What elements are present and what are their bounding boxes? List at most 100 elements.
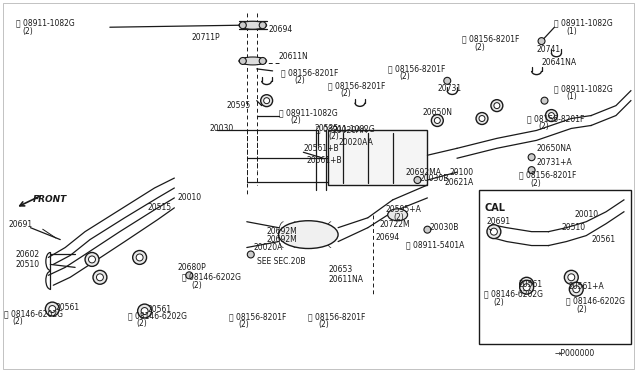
Circle shape bbox=[239, 58, 246, 64]
Text: Ⓑ 08146-6202G: Ⓑ 08146-6202G bbox=[128, 311, 187, 321]
Circle shape bbox=[494, 103, 500, 109]
Text: Ⓑ 08156-8201F: Ⓑ 08156-8201F bbox=[462, 35, 520, 44]
Text: CAL: CAL bbox=[485, 203, 506, 213]
Circle shape bbox=[570, 282, 583, 296]
Text: Ⓝ 08911-1082G: Ⓝ 08911-1082G bbox=[278, 108, 337, 117]
Circle shape bbox=[545, 110, 557, 122]
Text: (2): (2) bbox=[576, 305, 587, 314]
Circle shape bbox=[520, 280, 534, 294]
Text: Ⓑ 08146-6202G: Ⓑ 08146-6202G bbox=[182, 273, 241, 282]
Bar bbox=[328, 131, 428, 185]
Circle shape bbox=[186, 272, 193, 279]
Text: 20692M: 20692M bbox=[267, 227, 298, 236]
Circle shape bbox=[97, 274, 104, 281]
Circle shape bbox=[136, 254, 143, 261]
Text: 20561+B: 20561+B bbox=[303, 144, 339, 153]
Circle shape bbox=[568, 274, 575, 281]
Text: (2): (2) bbox=[239, 320, 250, 330]
Circle shape bbox=[476, 113, 488, 125]
Text: 20010: 20010 bbox=[177, 193, 202, 202]
Text: (2): (2) bbox=[291, 116, 301, 125]
Circle shape bbox=[523, 281, 530, 288]
Text: (2): (2) bbox=[399, 72, 410, 81]
Text: (1): (1) bbox=[566, 27, 577, 36]
Text: Ⓑ 08156-8201F: Ⓑ 08156-8201F bbox=[308, 312, 365, 321]
Text: (1): (1) bbox=[566, 92, 577, 101]
Circle shape bbox=[424, 226, 431, 233]
Text: (2): (2) bbox=[294, 76, 305, 85]
Text: Ⓝ 08911-5401A: Ⓝ 08911-5401A bbox=[406, 240, 464, 249]
Text: Ⓝ 08911-1082G: Ⓝ 08911-1082G bbox=[554, 84, 613, 93]
Text: (2): (2) bbox=[394, 213, 404, 222]
Text: Ⓑ 08156-8201F: Ⓑ 08156-8201F bbox=[388, 64, 445, 73]
Text: SEE SEC.20B: SEE SEC.20B bbox=[257, 257, 305, 266]
Circle shape bbox=[49, 305, 56, 312]
Text: 20611N: 20611N bbox=[278, 51, 308, 61]
Text: Ⓑ 08156-8201F: Ⓑ 08156-8201F bbox=[229, 312, 286, 321]
Text: 20535: 20535 bbox=[314, 124, 339, 133]
Circle shape bbox=[528, 167, 535, 174]
Text: Ⓑ 08146-6202G: Ⓑ 08146-6202G bbox=[4, 310, 63, 318]
Text: (2): (2) bbox=[493, 298, 504, 307]
Text: Ⓝ 08911-1082G: Ⓝ 08911-1082G bbox=[316, 124, 375, 133]
Text: 20692MA: 20692MA bbox=[406, 168, 442, 177]
Circle shape bbox=[414, 177, 421, 183]
Text: (2): (2) bbox=[318, 320, 329, 330]
Circle shape bbox=[88, 256, 95, 263]
Circle shape bbox=[132, 250, 147, 264]
Text: 20561+B: 20561+B bbox=[307, 156, 342, 165]
Circle shape bbox=[490, 228, 497, 235]
Text: 20731: 20731 bbox=[437, 84, 461, 93]
Text: 20650NA: 20650NA bbox=[536, 144, 572, 153]
Ellipse shape bbox=[278, 221, 338, 248]
Text: 20020AA: 20020AA bbox=[332, 126, 367, 135]
Circle shape bbox=[491, 100, 503, 112]
Text: FRONT: FRONT bbox=[33, 195, 67, 204]
Bar bbox=[479, 190, 631, 344]
Text: (2): (2) bbox=[538, 122, 549, 131]
Text: 20010: 20010 bbox=[574, 210, 598, 219]
Circle shape bbox=[93, 270, 107, 284]
Ellipse shape bbox=[239, 57, 267, 65]
Text: 20510: 20510 bbox=[561, 223, 586, 232]
Text: Ⓑ 08146-6202G: Ⓑ 08146-6202G bbox=[484, 290, 543, 299]
Text: (2): (2) bbox=[22, 27, 33, 36]
Text: 20561: 20561 bbox=[148, 305, 172, 314]
Text: 20650N: 20650N bbox=[422, 108, 452, 117]
Text: 20030B: 20030B bbox=[429, 223, 459, 232]
Circle shape bbox=[239, 22, 246, 29]
Text: 20711P: 20711P bbox=[191, 33, 220, 42]
Circle shape bbox=[435, 118, 440, 124]
Text: 20621A: 20621A bbox=[444, 177, 474, 186]
Text: 20030: 20030 bbox=[209, 124, 234, 133]
Circle shape bbox=[444, 77, 451, 84]
Ellipse shape bbox=[239, 21, 267, 29]
Text: →P000000: →P000000 bbox=[554, 349, 595, 358]
Text: 20595+A: 20595+A bbox=[386, 205, 422, 214]
Circle shape bbox=[45, 302, 60, 316]
Text: 20611NA: 20611NA bbox=[328, 275, 363, 284]
Circle shape bbox=[523, 284, 530, 291]
Text: (2): (2) bbox=[474, 42, 485, 52]
Circle shape bbox=[259, 58, 266, 64]
Text: 20641NA: 20641NA bbox=[541, 58, 577, 67]
Circle shape bbox=[247, 251, 254, 258]
Circle shape bbox=[541, 97, 548, 104]
Circle shape bbox=[479, 116, 485, 122]
Circle shape bbox=[564, 270, 579, 284]
Text: 20694: 20694 bbox=[269, 25, 293, 34]
Text: 20515: 20515 bbox=[148, 203, 172, 212]
Text: 20680P: 20680P bbox=[177, 263, 206, 272]
Text: (2): (2) bbox=[191, 281, 202, 290]
Text: 20692M: 20692M bbox=[267, 235, 298, 244]
Text: 20561: 20561 bbox=[55, 302, 79, 312]
Circle shape bbox=[548, 113, 554, 119]
Text: 20561: 20561 bbox=[591, 235, 615, 244]
Text: Ⓑ 08156-8201F: Ⓑ 08156-8201F bbox=[280, 68, 338, 77]
Text: 20561+A: 20561+A bbox=[568, 282, 604, 291]
Text: Ⓑ 08156-8201F: Ⓑ 08156-8201F bbox=[518, 171, 576, 180]
Text: 20691: 20691 bbox=[8, 220, 33, 229]
Text: Ⓝ 08911-1082G: Ⓝ 08911-1082G bbox=[554, 19, 613, 28]
Circle shape bbox=[264, 98, 269, 104]
Text: (2): (2) bbox=[137, 320, 147, 328]
